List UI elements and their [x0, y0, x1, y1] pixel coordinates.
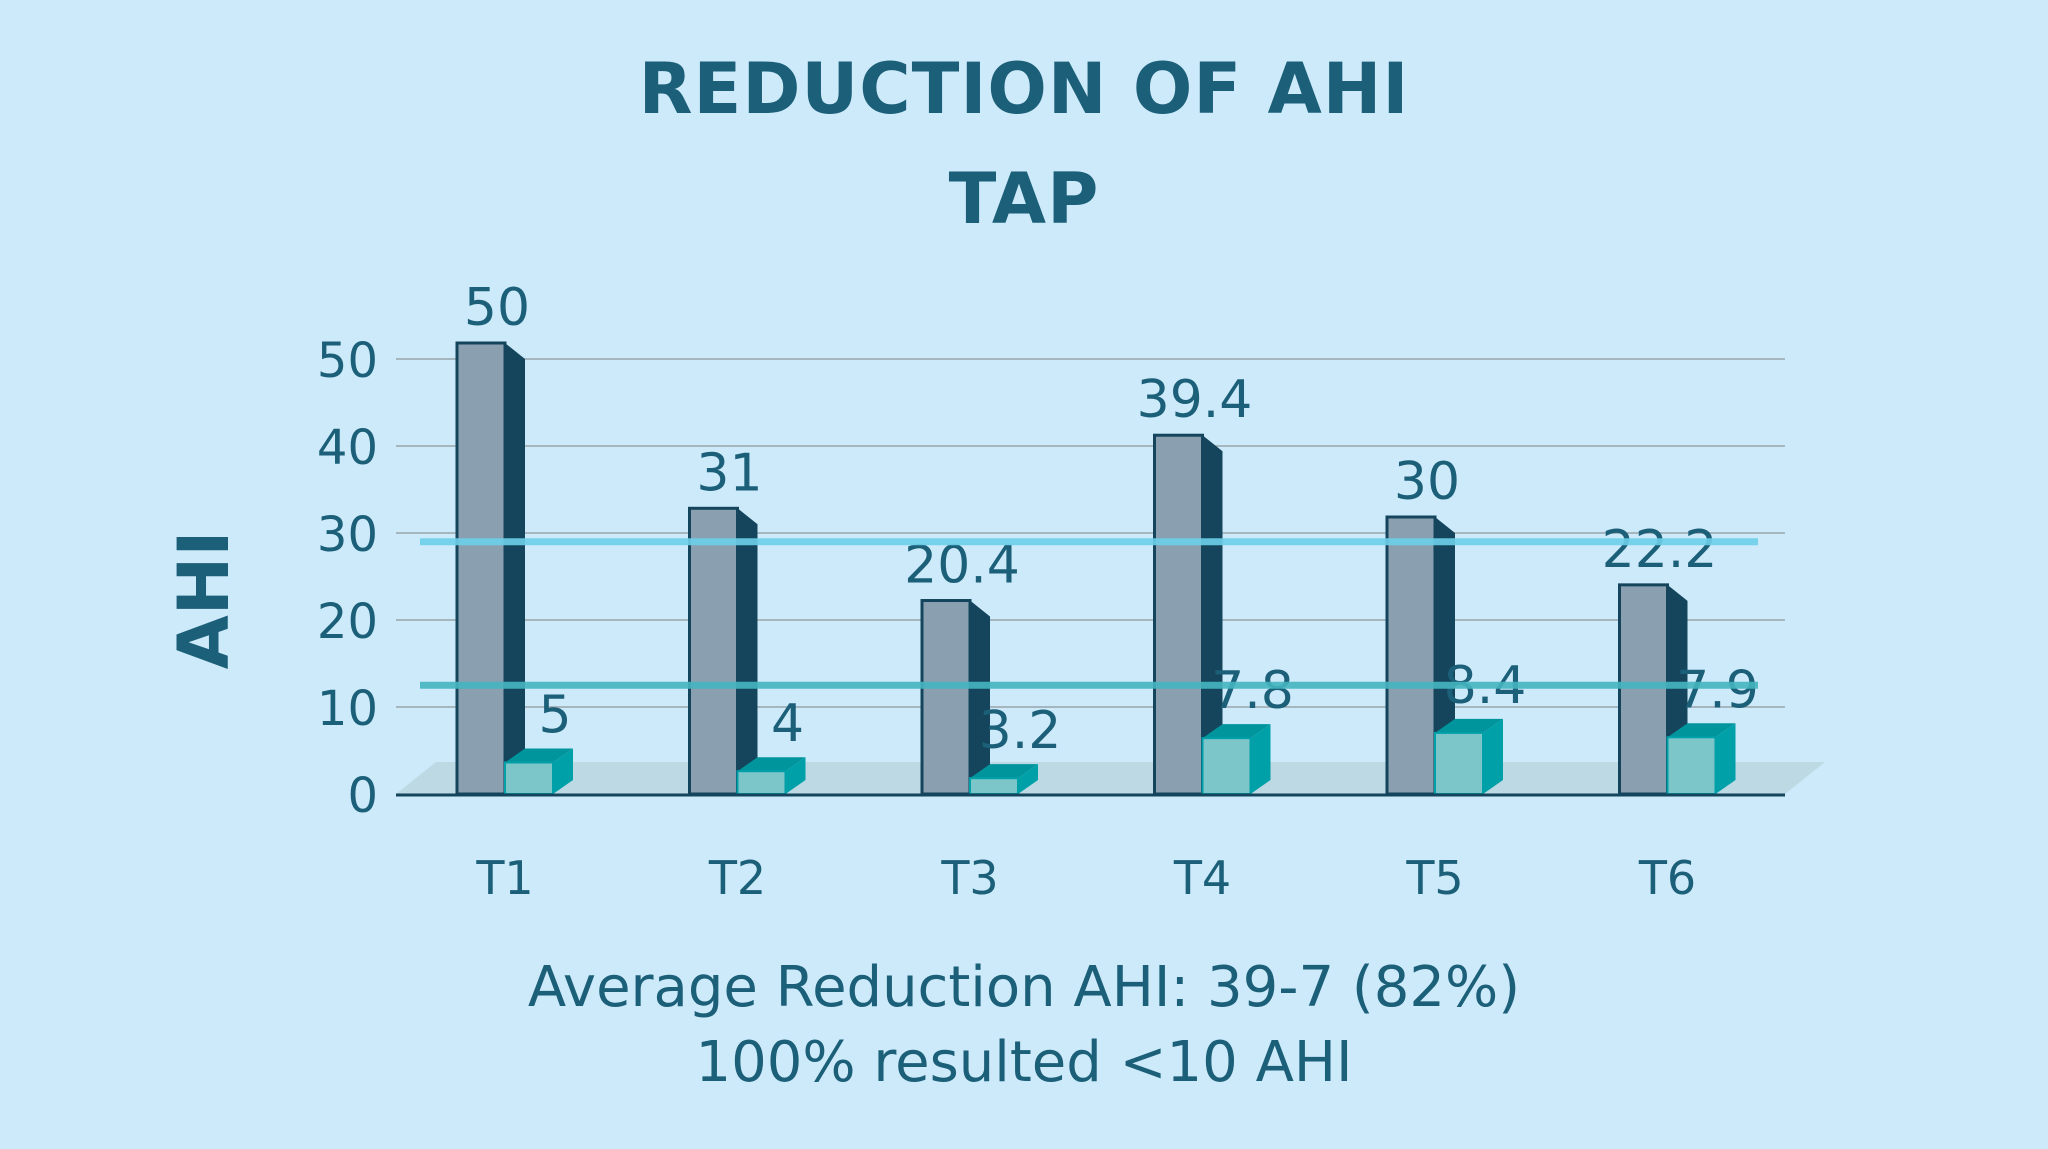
bar-after-side	[785, 757, 806, 794]
bar-before-value: 31	[696, 443, 762, 503]
x-tick-label: T6	[1638, 851, 1696, 905]
bar-after-side	[553, 748, 573, 794]
bar-after-value: 7.8	[1211, 661, 1294, 721]
summary-line-1: Average Reduction AHI: 39-7 (82%)	[527, 955, 1521, 1020]
bar-before-value: 20.4	[904, 536, 1020, 596]
bar-after	[1201, 737, 1252, 796]
bar-before	[455, 341, 507, 796]
y-tick-label: 0	[347, 768, 378, 824]
x-tick-label: T2	[708, 851, 766, 905]
bar-after-value: 5	[538, 686, 571, 746]
bar-after	[1434, 731, 1484, 795]
x-tick-label: T5	[1405, 851, 1463, 905]
bar-before	[1153, 433, 1204, 796]
y-tick-label: 20	[317, 594, 378, 650]
bar-before-side	[737, 508, 758, 794]
y-axis-label: AHI	[163, 531, 245, 670]
bar-before-value: 50	[464, 278, 530, 338]
x-tick-label: T3	[940, 851, 998, 905]
x-tick-label: T1	[475, 851, 533, 905]
bar-before	[1385, 515, 1437, 796]
bar-after	[736, 770, 787, 796]
bar-after-value: 3.2	[979, 701, 1062, 761]
y-tick-label: 40	[317, 420, 378, 476]
chart-subtitle: TAP	[948, 158, 1100, 240]
bar-after-top	[970, 764, 1038, 779]
summary-line-2: 100% resulted <10 AHI	[695, 1030, 1353, 1095]
bar-after-top	[1202, 724, 1271, 739]
bar-after	[504, 761, 554, 795]
y-tick-label: 10	[317, 681, 378, 737]
x-tick-label: T4	[1173, 851, 1231, 905]
bar-before-side	[505, 343, 525, 794]
bar-after	[1666, 736, 1717, 796]
y-tick-label: 30	[317, 507, 378, 563]
bar-before-value: 22.2	[1602, 520, 1718, 580]
bar-after-top	[505, 748, 573, 763]
y-tick-label: 50	[317, 333, 378, 389]
bar-before	[920, 599, 972, 796]
bar-after-top	[737, 757, 806, 772]
bar-after	[969, 777, 1019, 795]
bar-after-top	[1667, 723, 1736, 738]
floor-plane	[396, 762, 1825, 794]
bar-after-side	[1250, 724, 1271, 794]
bar-after-value: 7.9	[1676, 660, 1759, 720]
bar-before-value: 30	[1394, 452, 1460, 512]
bar-before-value: 39.4	[1137, 370, 1253, 430]
bar-after-side	[1018, 764, 1038, 794]
bar-before-side	[970, 600, 990, 794]
bar-after-side	[1483, 718, 1503, 794]
bar-before	[688, 506, 739, 796]
bar-after-side	[1715, 723, 1736, 794]
bar-before	[1618, 583, 1669, 796]
chart-title: REDUCTION OF AHI	[638, 48, 1410, 130]
bar-after-value: 4	[771, 694, 804, 754]
bar-after-top	[1435, 718, 1503, 733]
bar-before-side	[1202, 435, 1223, 794]
